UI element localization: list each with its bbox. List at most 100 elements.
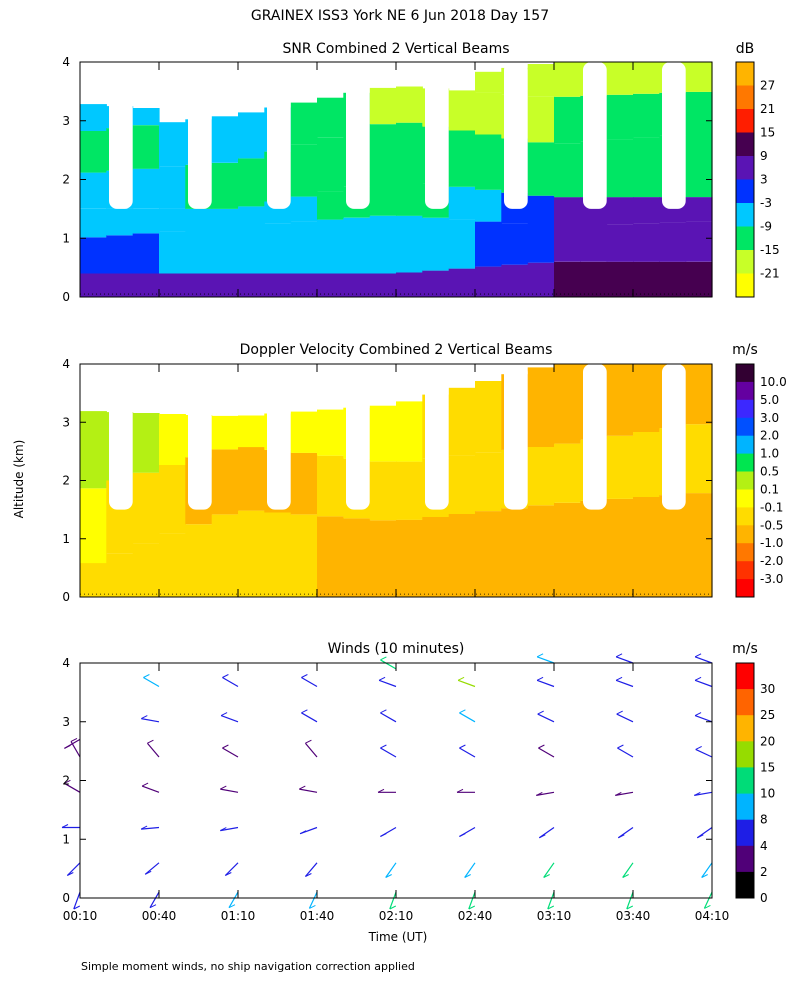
x-tick-label: 02:10 bbox=[379, 909, 414, 923]
panel-title: Winds (10 minutes) bbox=[328, 641, 465, 657]
wind-barb-flag bbox=[468, 905, 476, 910]
heat-cell bbox=[527, 262, 555, 297]
wind-barb bbox=[615, 791, 634, 796]
heat-cell bbox=[554, 261, 581, 298]
heat-cell bbox=[159, 414, 186, 465]
heat-cell bbox=[633, 364, 660, 432]
wind-barb-flag bbox=[301, 674, 308, 678]
wind-barb-flag bbox=[547, 905, 555, 910]
x-tick-label: 01:40 bbox=[300, 909, 335, 923]
wind-barb bbox=[626, 891, 634, 910]
heat-cell bbox=[238, 206, 265, 226]
heat-cell bbox=[685, 91, 713, 134]
colorbar-label: 2.0 bbox=[760, 429, 779, 443]
colorbar-swatch bbox=[736, 561, 754, 580]
wind-barb bbox=[220, 715, 239, 723]
colorbar-label: 0.5 bbox=[760, 465, 779, 479]
heat-cell bbox=[633, 137, 660, 198]
y-tick-label: 4 bbox=[62, 357, 70, 371]
colorbar-label: -3 bbox=[760, 196, 772, 210]
wind-barb bbox=[536, 656, 555, 664]
colorbar-swatch bbox=[736, 689, 754, 716]
heat-cell bbox=[633, 432, 660, 497]
heat-cell bbox=[238, 510, 265, 597]
colorbar-units: m/s bbox=[732, 342, 758, 358]
wind-barb-flag bbox=[538, 744, 545, 749]
wind-barb-flag bbox=[141, 715, 148, 720]
heat-cell bbox=[317, 137, 344, 192]
data-gap bbox=[504, 364, 528, 510]
wind-barb-flag bbox=[694, 791, 701, 796]
colorbar-label: 3.0 bbox=[760, 411, 779, 425]
wind-barb-flag bbox=[222, 744, 229, 749]
heat-cell bbox=[580, 225, 608, 262]
wind-barb bbox=[378, 679, 397, 688]
heat-cell bbox=[659, 495, 687, 597]
heat-cell bbox=[290, 196, 318, 222]
colorbar-swatch bbox=[736, 543, 754, 562]
heat-cell bbox=[80, 104, 107, 131]
colorbar-label: -21 bbox=[760, 267, 780, 281]
heat-cell bbox=[290, 452, 318, 515]
panel-2: Doppler Velocity Combined 2 Vertical Bea… bbox=[62, 342, 786, 604]
wind-barb-flag bbox=[539, 834, 546, 839]
wind-barb-flag bbox=[67, 872, 74, 876]
wind-barb bbox=[222, 747, 239, 758]
colorbar-swatch bbox=[736, 435, 754, 455]
heat-cell bbox=[659, 261, 687, 298]
heat-cell bbox=[238, 225, 265, 274]
wind-barb-flag bbox=[377, 788, 385, 793]
colorbar-swatch bbox=[736, 741, 754, 768]
figure-title: GRAINEX ISS3 York NE 6 Jun 2018 Day 157 bbox=[251, 8, 549, 24]
heat-cell bbox=[106, 273, 134, 297]
wind-barb-flag bbox=[380, 744, 387, 749]
wind-barb-flag bbox=[618, 834, 625, 839]
wind-barb bbox=[220, 826, 239, 832]
heat-cell bbox=[448, 514, 476, 597]
heat-cell bbox=[685, 424, 713, 494]
wind-barb bbox=[299, 788, 318, 793]
colorbar-frame bbox=[735, 61, 755, 298]
heat-cell bbox=[290, 221, 318, 274]
heat-cell bbox=[264, 512, 292, 597]
heat-cell bbox=[606, 364, 634, 436]
data-gap bbox=[188, 364, 212, 510]
wind-barb-flag bbox=[309, 904, 316, 909]
wind-barb bbox=[616, 713, 634, 723]
heat-cell bbox=[132, 413, 160, 473]
wind-barb-flag bbox=[222, 674, 229, 678]
colorbar-swatch bbox=[736, 845, 754, 873]
wind-barb-flag bbox=[140, 825, 148, 830]
heat-cell bbox=[106, 208, 134, 236]
heat-cell bbox=[238, 447, 265, 511]
heat-cell bbox=[685, 261, 713, 298]
colorbar-label: -0.5 bbox=[760, 518, 783, 532]
wind-barb-flag bbox=[389, 905, 397, 910]
wind-barb bbox=[222, 676, 239, 688]
colorbar-swatch bbox=[736, 471, 754, 490]
heat-cell bbox=[317, 219, 344, 274]
wind-barb-flag bbox=[697, 834, 704, 839]
heat-cell bbox=[369, 405, 397, 462]
colorbar-swatch bbox=[736, 525, 754, 544]
colorbar-label: -1.0 bbox=[760, 536, 783, 550]
colorbar-swatch bbox=[736, 507, 754, 526]
heat-cell bbox=[606, 224, 634, 262]
heat-cell bbox=[396, 122, 423, 181]
data-gap bbox=[188, 62, 212, 209]
wind-barb-flag bbox=[616, 710, 623, 715]
heat-cell bbox=[606, 435, 634, 499]
wind-barb-flag bbox=[536, 791, 543, 796]
colorbar-swatch bbox=[736, 381, 754, 401]
heat-cell bbox=[159, 122, 186, 167]
wind-barb bbox=[694, 679, 713, 688]
heat-cell bbox=[501, 264, 529, 297]
wind-barb-flag bbox=[143, 674, 150, 678]
colorbar-label: 15 bbox=[760, 126, 775, 140]
colorbar-swatch bbox=[736, 663, 754, 690]
colorbar-swatch bbox=[736, 273, 754, 298]
colorbar-swatch bbox=[736, 203, 754, 227]
colorbar-swatch bbox=[736, 819, 754, 847]
colorbar-swatch bbox=[736, 250, 754, 274]
wind-barb bbox=[617, 747, 634, 758]
